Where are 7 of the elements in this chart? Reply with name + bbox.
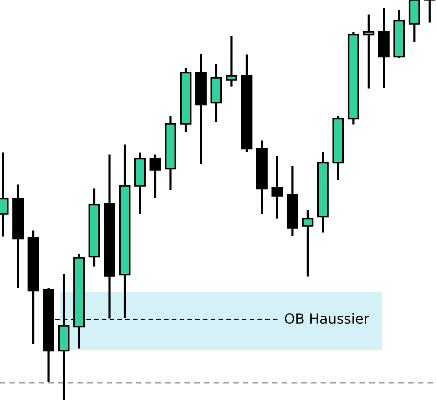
ref-line-label: OB Haussier [285, 313, 370, 324]
candlestick [363, 14, 375, 90]
candlestick [226, 34, 238, 88]
candlestick [272, 154, 284, 220]
candlestick [150, 154, 162, 200]
candlestick [408, 0, 420, 44]
candlestick [302, 208, 314, 278]
